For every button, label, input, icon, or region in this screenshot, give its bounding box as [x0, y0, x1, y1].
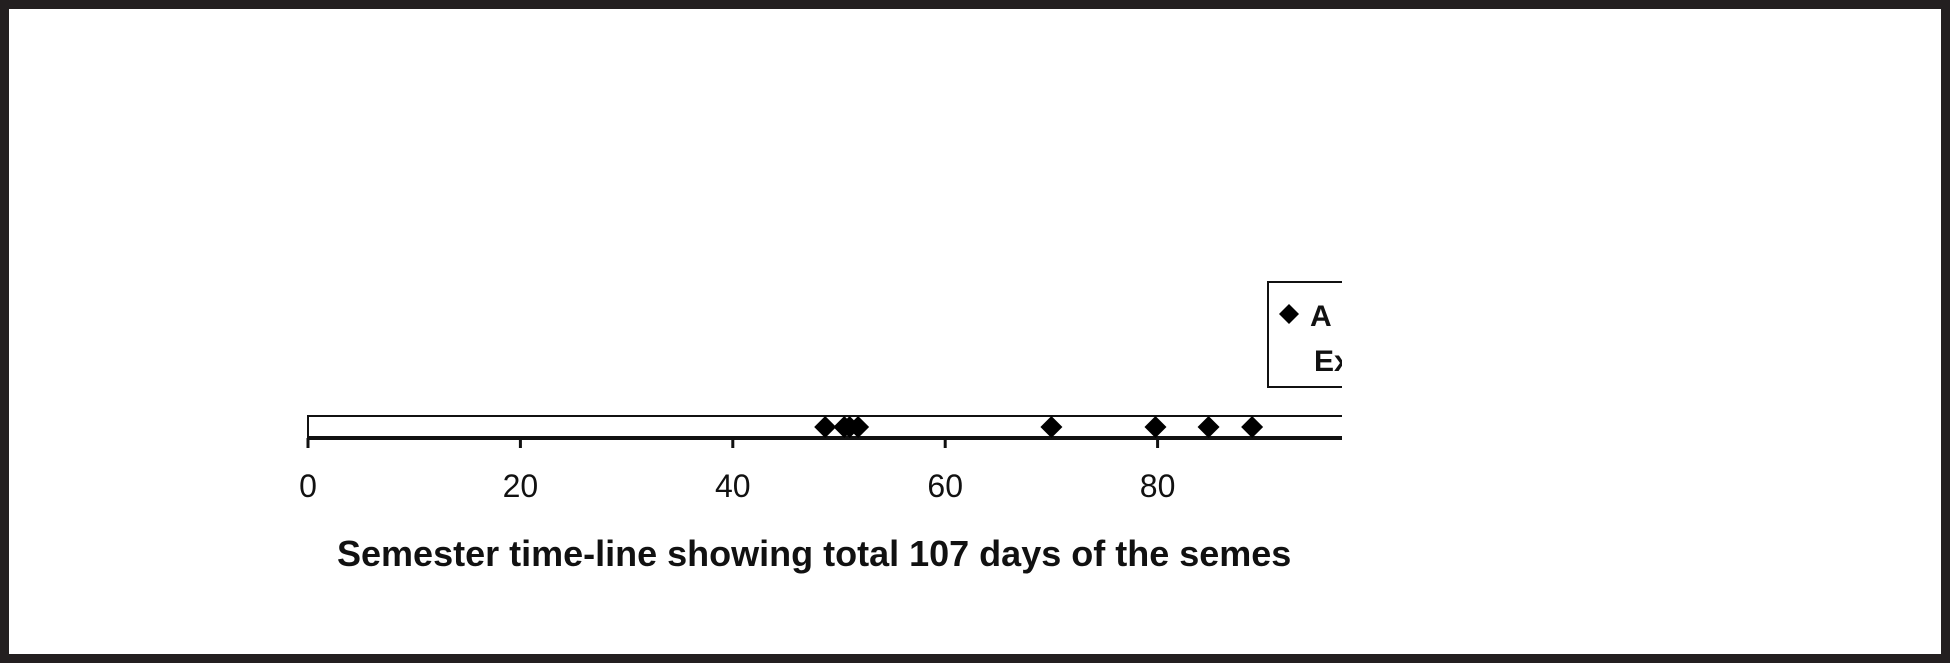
x-axis-label: Semester time-line showing total 107 day…	[337, 533, 1291, 574]
data-point-0-7	[1241, 416, 1264, 438]
data-point-0-3	[847, 416, 870, 438]
data-point-0-5	[1144, 416, 1167, 438]
legend: A Ex	[1267, 281, 1351, 388]
x-tick-label-2: 40	[715, 468, 751, 504]
legend-diamond-marker	[1279, 304, 1299, 324]
legend-label-ex: Ex	[1314, 345, 1351, 378]
x-tick-label-3: 60	[927, 468, 963, 504]
data-point-0-4	[1040, 416, 1063, 438]
timeline-chart: 0 20 40 60 80 1 A Ex Semester time-line showi…	[299, 281, 1379, 574]
x-tick-label-0: 0	[299, 468, 317, 504]
legend-box	[1267, 281, 1342, 388]
data-point-0-0	[814, 416, 837, 438]
legend-label-a: A	[1310, 300, 1332, 333]
x-tick-label-4: 80	[1140, 468, 1176, 504]
data-point-0-6	[1197, 416, 1220, 438]
x-tick-label-1: 20	[503, 468, 539, 504]
x-tick-label-5: 1	[1361, 468, 1379, 504]
